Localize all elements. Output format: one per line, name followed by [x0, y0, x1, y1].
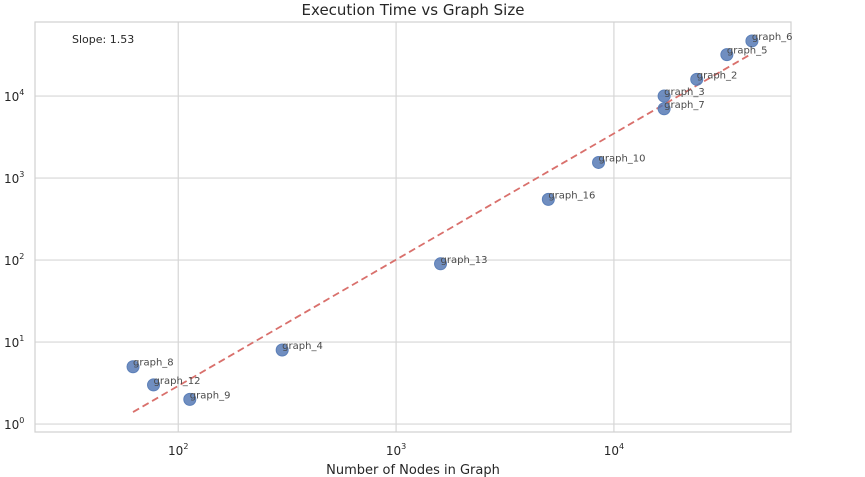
point-label: graph_3 [664, 87, 705, 98]
point-label: graph_8 [133, 358, 174, 369]
point-label: graph_2 [697, 70, 738, 81]
slope-annotation: Slope: 1.53 [72, 33, 134, 46]
data-point [183, 392, 197, 406]
grid-layer [35, 22, 791, 432]
point-label: graph_12 [154, 376, 201, 387]
point-label: graph_13 [441, 255, 488, 266]
data-points [126, 34, 759, 406]
data-point [745, 34, 759, 48]
point-label: graph_6 [752, 32, 793, 43]
point-label: graph_16 [548, 190, 595, 201]
x-tick-label: 102 [168, 442, 188, 458]
fit-line [132, 52, 753, 413]
data-point [275, 343, 289, 357]
data-point [657, 102, 671, 116]
data-point [690, 72, 704, 86]
chart-title: Execution Time vs Graph Size [302, 1, 525, 19]
x-tick-labels: 102 103 104 [168, 442, 624, 458]
y-tick-label: 102 [4, 252, 24, 268]
data-point [147, 378, 161, 392]
point-label: graph_4 [282, 341, 323, 352]
fit-line-layer [132, 52, 753, 413]
x-tick-label: 103 [386, 442, 406, 458]
x-tick-label: 104 [604, 442, 624, 458]
y-tick-labels: 100 101 102 103 104 [4, 88, 24, 432]
point-label: graph_10 [599, 153, 646, 164]
data-point [434, 257, 448, 271]
point-labels: graph_8 graph_12 graph_9 graph_4 graph_13 gra… [133, 32, 793, 401]
plot-frame [34, 21, 792, 433]
y-tick-label: 103 [4, 170, 24, 186]
data-point [720, 48, 734, 62]
x-axis-label: Number of Nodes in Graph [326, 463, 500, 477]
y-tick-label: 104 [4, 88, 24, 104]
point-label: graph_7 [664, 100, 705, 111]
y-tick-label: 100 [4, 416, 24, 432]
data-point [657, 89, 671, 103]
data-point [541, 192, 555, 206]
point-label: graph_9 [190, 390, 231, 401]
point-label: graph_5 [727, 46, 768, 57]
data-point [126, 360, 140, 374]
data-point [592, 155, 606, 169]
y-tick-label: 101 [4, 334, 24, 350]
